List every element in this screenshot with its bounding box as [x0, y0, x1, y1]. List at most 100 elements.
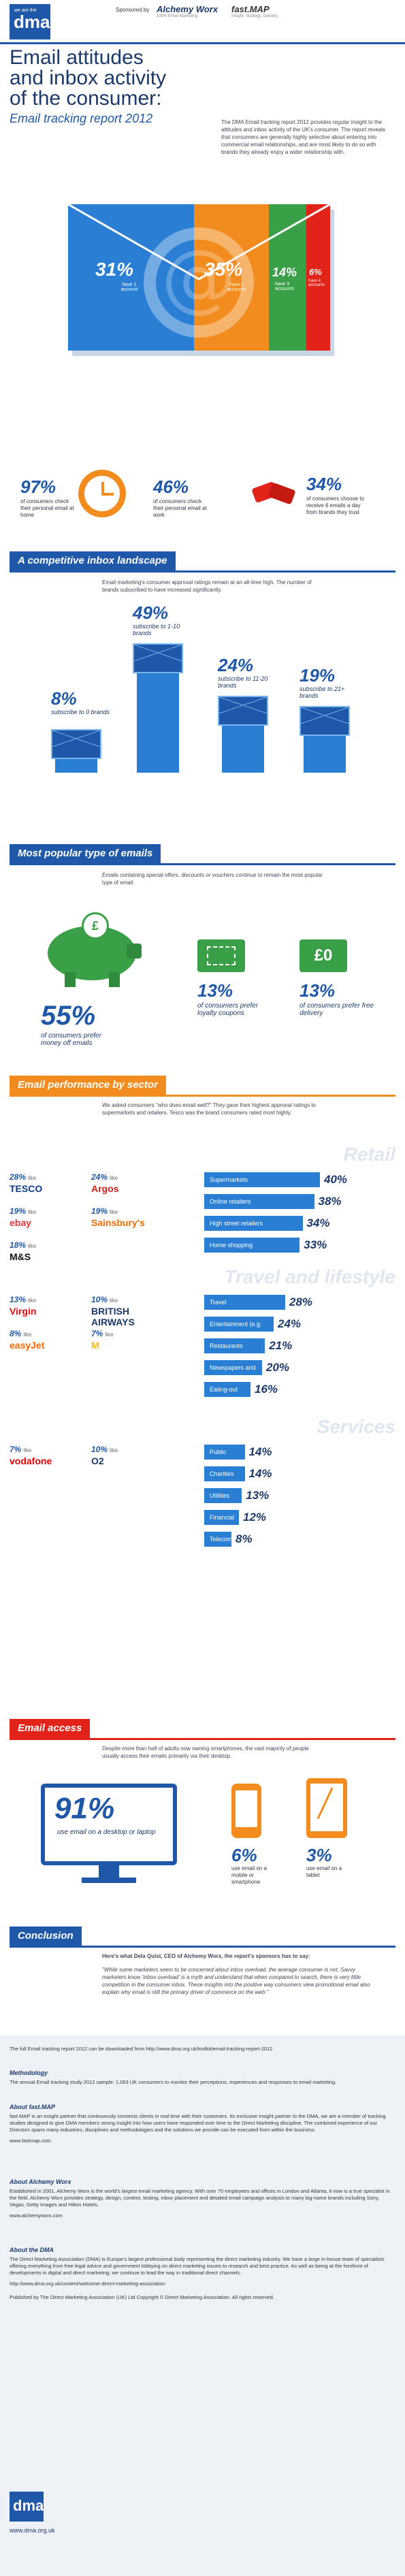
brand-pct: 10% [91, 1445, 108, 1454]
retail-bar: Supermarkets [204, 1172, 320, 1187]
section-1-rule [10, 570, 395, 573]
brand-like: like [110, 1209, 118, 1215]
methodology-heading: Methodology [10, 2070, 48, 2076]
retail-bar-value: 40% [324, 1173, 348, 1186]
brand-like: like [28, 1209, 37, 1215]
section-5-rule [10, 1946, 395, 1948]
sponsor-alchemy-worx-logo: Alchemy Worx 100% Email Marketing [157, 4, 218, 18]
section-sector-performance: Email performance by sector [10, 1076, 166, 1095]
subscribe-label: subscribe to 1-10 brands [133, 623, 180, 637]
retail-bar-value: 38% [318, 1195, 342, 1208]
brand-pct: 24% [91, 1172, 108, 1182]
brands-subscribed-chart: 8% subscribe to 0 brands 49% subscribe to 1… [0, 599, 405, 790]
sponsored-by-label: Sponsored by [116, 7, 150, 13]
brand-pct: 7% [10, 1445, 22, 1454]
monitor-screen [41, 1784, 177, 1865]
sponsor-fastmap-name: fast.MAP [231, 4, 270, 14]
brand-logo-text: TESCO [10, 1183, 43, 1194]
envelope-flap: @ [68, 204, 330, 338]
dma-logo: we are the dma [10, 4, 50, 39]
accounts-1-label: have 1 account [120, 283, 138, 292]
accounts-4-value: 6% [309, 267, 322, 277]
brand-ebay: 19% like ebay [10, 1205, 88, 1228]
piggy-leg-2 [109, 972, 120, 987]
methodology-text: The annual Email tracking study 2012 sam… [10, 2079, 337, 2085]
envelope-icon [133, 643, 183, 673]
travel-bar-value: 20% [266, 1361, 290, 1374]
clock-icon [78, 470, 126, 517]
free-delivery-icon: £0 [299, 939, 347, 972]
brand-logo-text: vodafone [10, 1455, 52, 1466]
hero-envelope: @ 31% have 1 account 35% have 2 accounts… [68, 204, 334, 356]
services-bar-value: 13% [246, 1489, 270, 1502]
subscribe-label: subscribe to 11-20 brands [218, 675, 268, 689]
brand-pct: 7% [91, 1329, 103, 1338]
title-line-2: and inbox activity [10, 67, 167, 89]
retail-bar-value: 34% [306, 1217, 330, 1229]
brand-pct: 19% [10, 1206, 27, 1216]
brand-like: like [28, 1298, 37, 1304]
fastmap-heading: About fast.MAP [10, 2104, 55, 2110]
section-3-rule [10, 1095, 395, 1097]
subscribe-label: subscribe to 0 brands [51, 708, 110, 715]
section-2-rule [10, 863, 395, 865]
brand-m: 7% like M [91, 1327, 169, 1351]
sponsor-fastmap-tag: Insight. Strategy. Delivery. [231, 14, 279, 18]
footer-dma: About the DMA The Direct Marketing Assoc… [10, 2247, 391, 2301]
services-bar: Charities [204, 1466, 245, 1481]
phone-screen [236, 1790, 257, 1827]
title-line-1: Email attitudes [10, 46, 144, 69]
footer-site[interactable]: www.dma.org.uk [10, 2527, 55, 2534]
page-subtitle: Email tracking report 2012 [10, 112, 153, 125]
envelope-band-2 [194, 204, 269, 351]
footer-alchemy: About Alchemy Worx Established in 2001, … [10, 2178, 391, 2219]
brand-like: like [110, 1298, 118, 1304]
dma-url[interactable]: http://www.dma.org.uk/content/welcome-di… [10, 2281, 165, 2287]
brand-like: like [105, 1332, 114, 1338]
loyalty-coupon-icon [197, 939, 245, 972]
piggy-leg-1 [65, 972, 76, 987]
delivery-value: 13% [299, 980, 336, 1001]
page-title: Email attitudes and inbox activity of th… [10, 48, 214, 109]
brand-m-s: 18% like M&S [10, 1239, 88, 1262]
brand-pct: 10% [91, 1295, 108, 1304]
brand-logo-text: easyJet [10, 1340, 45, 1351]
brand-logo-text: ebay [10, 1217, 31, 1228]
brand-logo-text: M&S [10, 1251, 31, 1262]
monitor-base [82, 1878, 136, 1883]
services-heading: Services [317, 1416, 395, 1437]
fastmap-text: fast.MAP is an insight partner that cont… [10, 2113, 386, 2133]
check-home-text: of consumers check their personal email … [20, 498, 74, 518]
envelope-band-4 [306, 204, 330, 351]
check-trust-value: 34% [306, 474, 342, 494]
brand-pct: 19% [91, 1206, 108, 1216]
subscribe-pillar [304, 732, 346, 773]
brand-logo-text: BRITISH AIRWAYS [91, 1306, 135, 1327]
brand-pct: 18% [10, 1240, 27, 1250]
check-home-value: 97% [20, 477, 56, 497]
header-rule [0, 42, 405, 44]
brand-virgin: 13% like Virgin [10, 1293, 88, 1317]
published-text: Published by The Direct Marketing Associ… [10, 2294, 274, 2300]
travel-bar: Entertainment (e.g. ticketmaster) [204, 1317, 274, 1342]
desktop-value: 91% [54, 1792, 115, 1825]
handshake-right [268, 482, 296, 505]
travel-bar: Travel [204, 1295, 285, 1310]
services-bar-value: 8% [236, 1532, 253, 1545]
check-work-value: 46% [153, 477, 189, 497]
tablet-text: use email on a tablet [306, 1865, 342, 1878]
piggy-snout [127, 944, 142, 959]
coupon-inner [207, 946, 236, 965]
tablet-icon [306, 1778, 347, 1838]
travel-bar-value: 21% [269, 1339, 293, 1352]
envelope-band-1 [68, 204, 194, 351]
conclusion-lead: Here's what Dela Quist, CEO of Alchemy W… [102, 1953, 310, 1959]
section-email-access: Email access [10, 1719, 91, 1738]
brand-like: like [28, 1175, 37, 1181]
alchemy-url[interactable]: www.alchemyworx.com [10, 2212, 63, 2219]
dma-heading: About the DMA [10, 2247, 54, 2253]
envelope-icon [218, 695, 268, 726]
fastmap-url[interactable]: www.fastmap.com [10, 2138, 51, 2144]
brand-argos: 24% like Argos [91, 1171, 169, 1194]
retail-bar-value: 33% [304, 1238, 327, 1251]
